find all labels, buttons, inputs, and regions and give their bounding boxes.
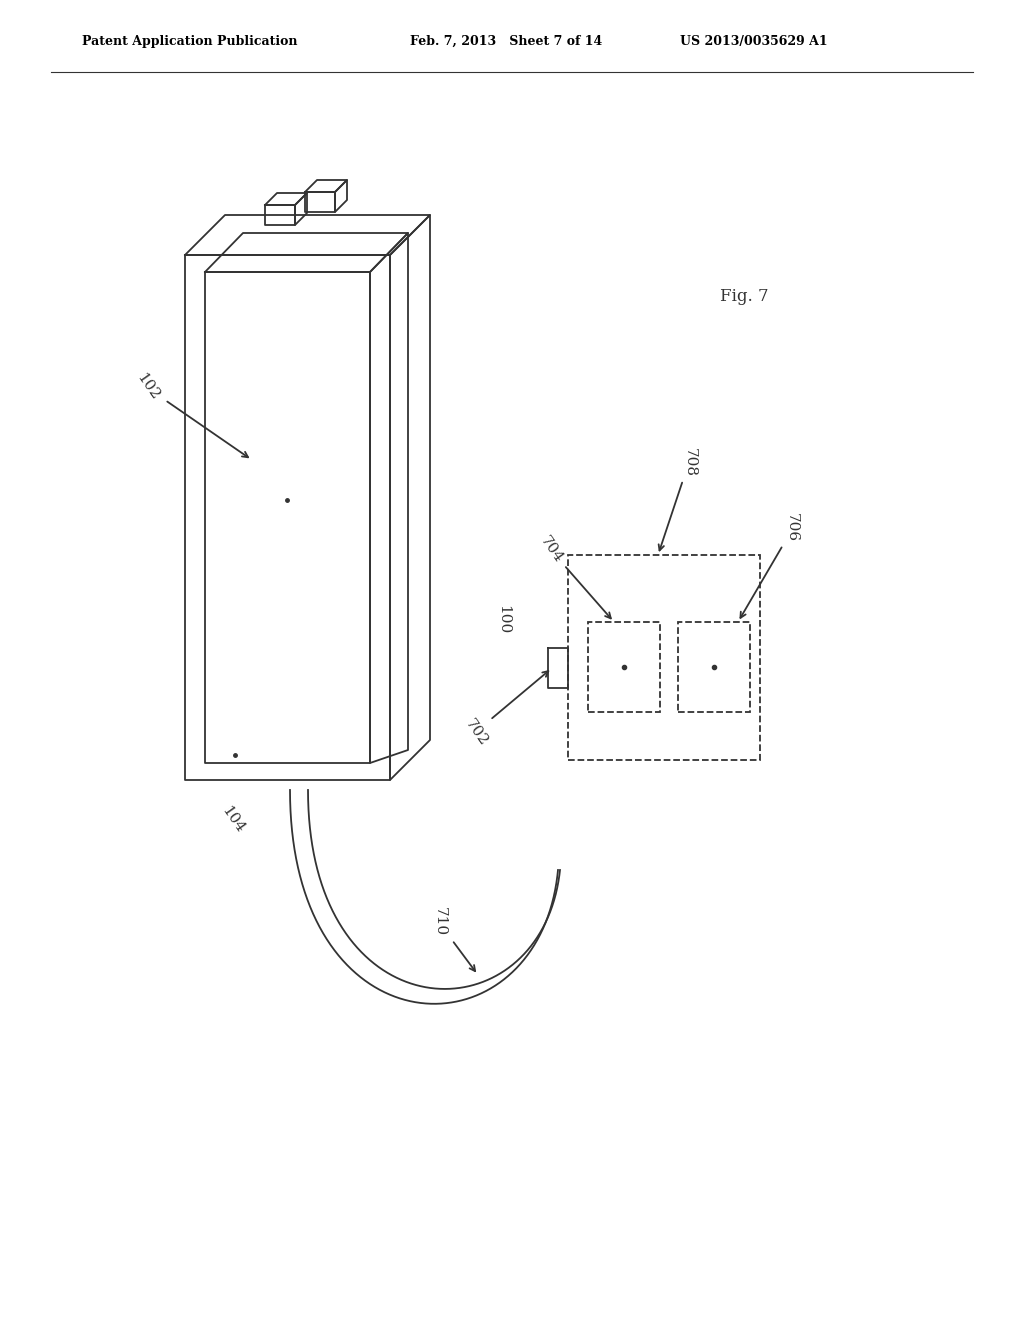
Bar xyxy=(588,622,660,711)
Text: 702: 702 xyxy=(462,717,490,748)
Text: 100: 100 xyxy=(496,606,510,635)
Text: Fig. 7: Fig. 7 xyxy=(720,288,769,305)
Text: Feb. 7, 2013   Sheet 7 of 14: Feb. 7, 2013 Sheet 7 of 14 xyxy=(410,36,602,48)
Text: 708: 708 xyxy=(683,449,697,478)
Text: 704: 704 xyxy=(537,535,565,566)
Bar xyxy=(678,622,750,711)
Text: 104: 104 xyxy=(219,804,247,836)
Bar xyxy=(568,554,760,760)
Text: Patent Application Publication: Patent Application Publication xyxy=(82,36,298,48)
Text: US 2013/0035629 A1: US 2013/0035629 A1 xyxy=(680,36,827,48)
Text: 706: 706 xyxy=(785,513,799,543)
Text: 710: 710 xyxy=(433,907,447,937)
Text: 102: 102 xyxy=(134,371,162,403)
